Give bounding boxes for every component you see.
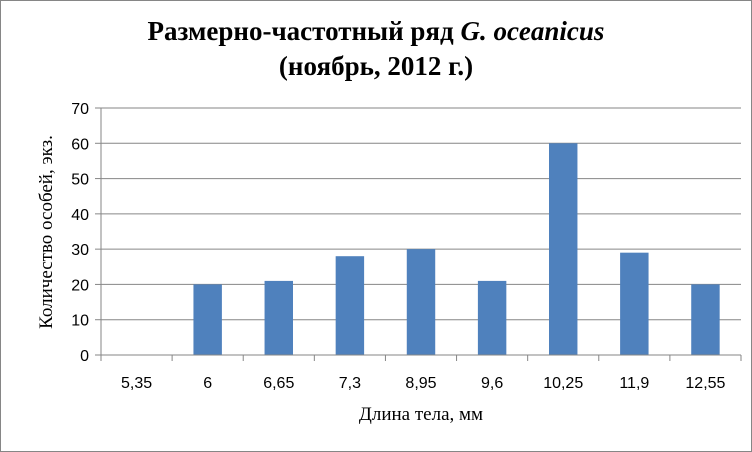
chart-title-line-2: (ноябрь, 2012 г.)	[278, 51, 474, 81]
x-tick-label: 10,25	[543, 375, 583, 392]
x-tick-label: 9,6	[481, 375, 503, 392]
chart-title-species: G. oceanicus	[460, 16, 605, 46]
bar	[406, 249, 436, 355]
y-tick-labels: 0 10 20 30 40 50 60 70	[71, 101, 89, 365]
y-tick-label: 50	[71, 172, 89, 189]
y-tick-label: 30	[71, 242, 89, 259]
chart-title-line-1: Размерно-частотный ряд G. oceanicus	[0, 14, 752, 49]
y-axis-label: Количество особей, экз.	[36, 135, 57, 329]
x-tick-label: 12,55	[685, 375, 725, 392]
bar	[335, 256, 365, 355]
bar	[691, 284, 720, 355]
y-tick-label: 0	[80, 348, 89, 365]
y-tick-label: 70	[71, 101, 89, 118]
bar	[264, 280, 293, 355]
chart-title: Размерно-частотный ряд G. oceanicus (ноя…	[0, 14, 752, 84]
bar	[477, 280, 507, 355]
y-tick-label: 40	[71, 207, 89, 224]
bar	[193, 284, 222, 355]
axes	[100, 108, 742, 361]
chart-title-text: Размерно-частотный ряд	[147, 16, 461, 46]
bar	[549, 143, 578, 355]
x-tick-label: 5,35	[121, 375, 152, 392]
x-tick-label: 8,95	[405, 375, 436, 392]
x-tick-label: 7,3	[339, 375, 361, 392]
bar	[620, 252, 649, 355]
x-axis-label: Длина тела, мм	[359, 404, 483, 425]
x-tick-labels: 5,35 6 6,65 7,3 8,95 9,6 10,25 11,9 12,55	[121, 375, 726, 392]
bars	[193, 143, 720, 355]
y-tick-label: 60	[71, 136, 89, 153]
x-tick-label: 11,9	[619, 375, 649, 392]
y-tick-label: 10	[71, 313, 89, 330]
y-tick-label: 20	[71, 277, 89, 294]
x-tick-label: 6,65	[263, 375, 294, 392]
x-tick-label: 6	[203, 375, 212, 392]
